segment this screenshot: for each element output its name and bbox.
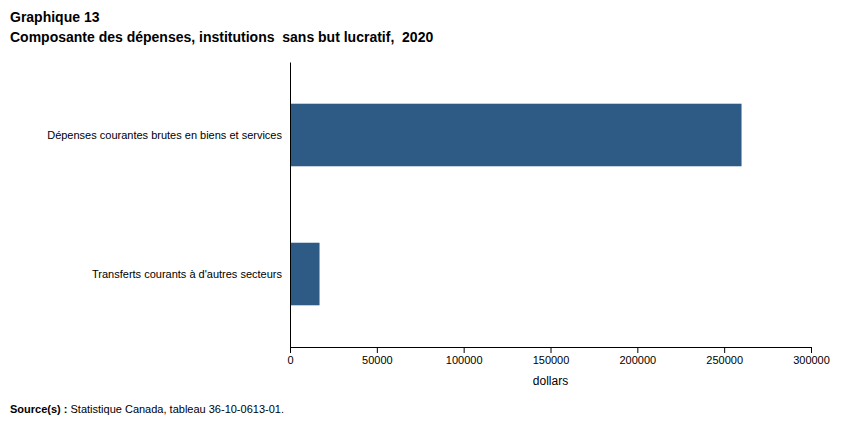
source-label: Source(s) : (10, 403, 67, 415)
x-tick: 100000 (446, 347, 483, 366)
plot: 0 50000 100000 150000 200000 250000 300000 Dépe… (47, 63, 830, 389)
source-text: Statistique Canada, tableau 36-10-0613-0… (67, 403, 284, 415)
x-tick: 0 (287, 347, 293, 366)
x-tick-mark (290, 347, 291, 353)
x-tick: 150000 (533, 347, 570, 366)
y-axis: Dépenses courantes brutes en biens et se… (47, 63, 290, 348)
x-tick-label: 150000 (533, 354, 570, 366)
y-tick: Transferts courants à d'autres secteurs (92, 268, 282, 280)
x-tick: 200000 (619, 347, 656, 366)
subtitle: Composante des dépenses, institutions sa… (10, 29, 433, 45)
x-tick-mark (724, 347, 725, 353)
x-tick-label: 50000 (362, 354, 393, 366)
y-axis-line (290, 63, 291, 348)
x-tick-label: 300000 (793, 354, 830, 366)
y-tick-label: Transferts courants à d'autres secteurs (92, 268, 282, 280)
x-tick: 250000 (706, 347, 743, 366)
chart-svg: Graphique 13 Composante des dépenses, ins… (0, 0, 851, 425)
x-tick: 50000 (362, 347, 393, 366)
source: Source(s) : Statistique Canada, tableau … (10, 403, 284, 415)
x-tick-label: 100000 (446, 354, 483, 366)
bar (290, 243, 320, 306)
x-tick-mark (464, 347, 465, 353)
x-axis: 0 50000 100000 150000 200000 250000 300000 (287, 347, 829, 366)
y-tick: Dépenses courantes brutes en biens et se… (47, 129, 282, 141)
x-tick-mark (551, 347, 552, 353)
bar (290, 104, 742, 167)
x-tick-label: 200000 (619, 354, 656, 366)
y-tick-label: Dépenses courantes brutes en biens et se… (47, 129, 282, 141)
bars (290, 104, 742, 306)
x-axis-line (291, 348, 812, 354)
x-tick-mark (811, 347, 812, 353)
x-tick: 300000 (793, 347, 830, 366)
x-tick-label: 0 (287, 354, 293, 366)
x-tick-mark (377, 347, 378, 353)
title: Graphique 13 (10, 9, 100, 25)
chart-container: Graphique 13 Composante des dépenses, ins… (0, 0, 851, 425)
x-axis-title: dollars (533, 374, 568, 388)
x-tick-mark (637, 347, 638, 353)
x-tick-label: 250000 (706, 354, 743, 366)
